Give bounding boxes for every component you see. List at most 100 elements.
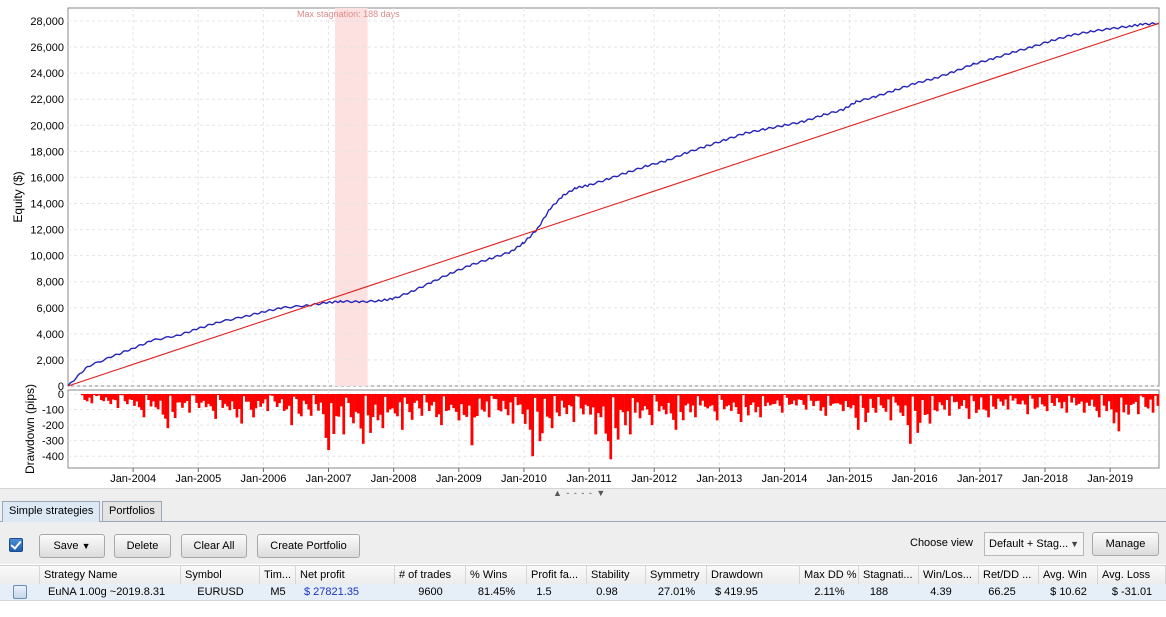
create-portfolio-button[interactable]: Create Portfolio (257, 534, 360, 558)
drawdown-bar (1060, 394, 1064, 409)
drawdown-bar (228, 394, 232, 411)
equity-tick-label: 24,000 (30, 68, 64, 80)
drawdown-bar (252, 394, 255, 418)
drawdown-bar (335, 394, 338, 417)
drawdown-bar (420, 394, 424, 416)
drawdown-bar (931, 394, 934, 396)
column-header[interactable]: Tim... (260, 566, 296, 584)
drawdown-bar (574, 394, 578, 396)
drawdown-bar (1088, 394, 1091, 406)
drawdown-bar (1127, 394, 1130, 415)
drawdown-bar (764, 394, 767, 407)
splitter-arrows-icon[interactable]: ▲ - - - - ▼ (553, 488, 607, 498)
drawdown-bar (869, 394, 873, 399)
column-header[interactable]: Ret/DD ... (979, 566, 1039, 584)
column-header[interactable]: Profit fa... (527, 566, 587, 584)
drawdown-bar (1132, 394, 1135, 404)
timeframe-cell: M5 (270, 586, 286, 598)
column-header[interactable]: Max DD % (800, 566, 859, 584)
drawdown-bar (839, 394, 843, 405)
drawdown-bar (722, 394, 726, 410)
drawdown-bar (401, 394, 404, 430)
tab-simple-strategies[interactable]: Simple strategies (2, 501, 101, 522)
column-header-select[interactable] (0, 566, 40, 584)
panel-splitter[interactable]: ▲ - - - - ▼ (0, 488, 1166, 499)
drawdown-bar (829, 394, 832, 406)
drawdown-bar (329, 394, 333, 404)
column-header[interactable]: Avg. Win (1039, 566, 1098, 584)
drawdown-bar (994, 394, 998, 410)
drawdown-bar (432, 394, 436, 402)
drawdown-bar (945, 394, 949, 401)
drawdown-bar (181, 394, 184, 408)
view-select[interactable]: Default + Stag... ▼ (984, 532, 1084, 556)
drawdown-bar (604, 394, 608, 434)
drawdown-bar (795, 394, 798, 406)
drawdown-bar (887, 394, 890, 400)
equity-drawdown-chart: Max stagnation: 188 days 0 2,000 4,000 6,000… (11, 7, 1160, 485)
table-row[interactable]: EuNA 1.00g ~2019.8.31 EURUSD M5 $ 27821.… (0, 584, 1166, 601)
column-header[interactable]: Stagnati... (859, 566, 919, 584)
drawdown-bar (689, 394, 692, 413)
drawdown-bar (1139, 394, 1143, 396)
save-button[interactable]: Save ▼ (39, 534, 105, 558)
equity-tick-label: 14,000 (30, 199, 64, 211)
drawdown-bar (921, 394, 924, 400)
drawdown-bar (297, 394, 301, 414)
drawdown-bar (1124, 394, 1128, 405)
column-header[interactable]: Stability (587, 566, 646, 584)
drawdown-bar (1100, 394, 1104, 395)
column-header[interactable]: Symbol (181, 566, 260, 584)
drawdown-bar (245, 394, 248, 402)
drawdown-bar (609, 394, 613, 460)
drawdown-bar (572, 394, 576, 422)
drawdown-bar (889, 394, 893, 421)
drawdown-bar (977, 394, 981, 410)
equity-tick-label: 22,000 (30, 94, 64, 106)
delete-button[interactable]: Delete (114, 534, 171, 558)
column-header[interactable]: Symmetry (646, 566, 707, 584)
equity-tick-label: 0 (58, 381, 64, 393)
column-header[interactable]: Avg. Loss (1098, 566, 1166, 584)
manage-button[interactable]: Manage (1092, 532, 1159, 556)
drawdown-bar (596, 394, 600, 413)
drawdown-bar (480, 394, 484, 410)
chevron-down-icon: ▼ (81, 541, 91, 551)
drawdown-bar (261, 394, 265, 404)
row-checkbox[interactable] (13, 585, 27, 599)
drawdown-bar (1075, 394, 1078, 406)
column-header[interactable]: Net profit (296, 566, 395, 584)
drawdown-bar (1129, 394, 1133, 405)
drawdown-bar (1021, 394, 1025, 401)
drawdown-bar (454, 394, 458, 412)
drawdown-bar (636, 394, 639, 403)
select-all-checkbox[interactable] (9, 538, 23, 552)
results-table: Strategy Name Symbol Tim... Net profit #… (0, 565, 1166, 617)
tab-bar: Simple strategies Portfolios (0, 498, 1166, 522)
clear-all-button[interactable]: Clear All (181, 534, 247, 558)
column-header[interactable]: Drawdown (707, 566, 800, 584)
drawdown-bar (169, 394, 172, 396)
drawdown-bar (465, 394, 469, 417)
drawdown-bar (467, 394, 471, 406)
drawdown-bar (913, 394, 917, 411)
tab-portfolios[interactable]: Portfolios (102, 501, 162, 521)
drawdown-bar (509, 394, 512, 403)
x-tick-label: Jan-2008 (371, 473, 417, 485)
column-header[interactable]: % Wins (466, 566, 527, 584)
drawdown-cell: $ 419.95 (715, 586, 758, 598)
column-header[interactable]: Win/Los... (919, 566, 979, 584)
x-tick-label: Jan-2016 (892, 473, 938, 485)
drawdown-bar (366, 394, 370, 416)
drawdown-bar (965, 394, 968, 409)
drawdown-bar (1050, 394, 1054, 403)
drawdown-bar (570, 394, 573, 407)
column-header[interactable]: Strategy Name (40, 566, 181, 584)
drawdown-bar (531, 394, 534, 457)
column-header[interactable]: # of trades (395, 566, 466, 584)
drawdown-bar (322, 394, 325, 415)
drawdown-bar (749, 394, 753, 405)
drawdown-bar (611, 394, 615, 398)
view-select-value: Default + Stag... (989, 538, 1069, 550)
stagnation-band (335, 8, 368, 386)
